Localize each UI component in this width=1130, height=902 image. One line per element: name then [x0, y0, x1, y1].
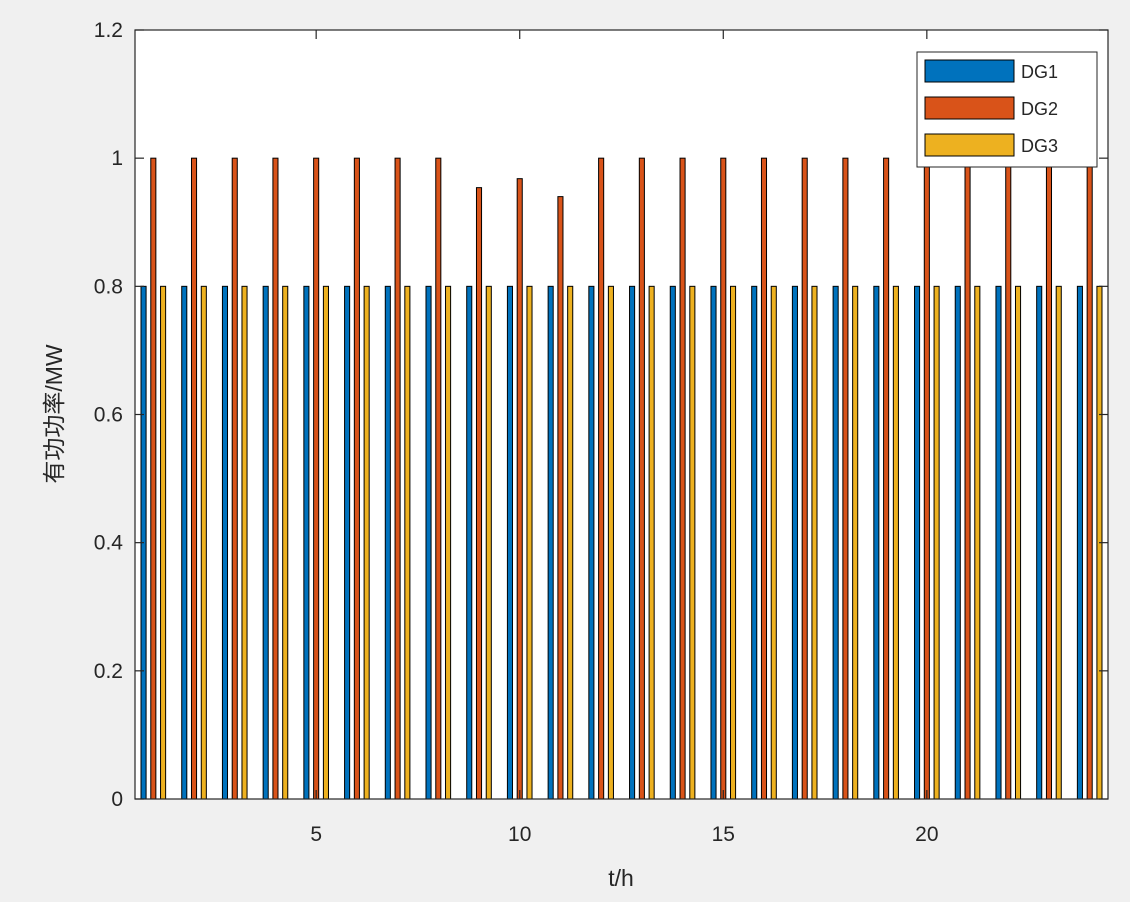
- bar-dg3-t14: [689, 285, 696, 800]
- x-tick-label: 5: [310, 823, 322, 846]
- x-tick-label: 20: [915, 823, 938, 846]
- x-tick-label: 10: [508, 823, 531, 846]
- y-tick-label: 1.2: [94, 19, 123, 42]
- bar-dg1-t21: [954, 285, 961, 800]
- bar-dg1-t5: [303, 285, 310, 800]
- bar-dg2-t8: [435, 157, 442, 800]
- bar-dg2-t15: [720, 157, 727, 800]
- bar-dg3-t7: [404, 285, 411, 800]
- bar-dg1-t19: [873, 285, 880, 800]
- bar-dg1-t16: [751, 285, 758, 800]
- bar-dg2-t7: [394, 157, 401, 800]
- y-tick-label: 1: [111, 147, 123, 170]
- y-tick-label: 0.8: [94, 275, 123, 298]
- legend-label-dg1: DG1: [1021, 62, 1058, 82]
- bar-dg3-t5: [322, 285, 329, 800]
- bar-dg3-t23: [1055, 285, 1062, 800]
- legend: DG1 DG2 DG3: [916, 51, 1098, 168]
- bar-dg1-t14: [669, 285, 676, 800]
- bar-dg1-t6: [344, 285, 351, 800]
- y-tick-label: 0.4: [94, 532, 124, 555]
- bar-dg3-t2: [200, 285, 207, 800]
- bar-dg2-t9: [475, 187, 483, 800]
- y-tick-label: 0.2: [94, 660, 123, 683]
- y-tick-label: 0.6: [94, 404, 123, 427]
- bar-dg1-t17: [791, 285, 798, 800]
- legend-swatch-dg3: [924, 133, 1015, 157]
- bar-dg1-t13: [629, 285, 636, 800]
- bar-dg1-t2: [181, 285, 188, 800]
- bar-dg1-t3: [221, 285, 229, 800]
- bar-dg2-t19: [883, 157, 890, 800]
- legend-label-dg3: DG3: [1021, 136, 1058, 156]
- bar-dg2-t5: [313, 157, 320, 800]
- bar-dg2-t21: [964, 157, 971, 800]
- bar-dg2-t22: [1005, 157, 1012, 800]
- x-tick-label: 15: [712, 823, 735, 846]
- bar-dg3-t12: [607, 285, 614, 800]
- y-axis-label: 有功功率/MW: [41, 344, 67, 484]
- bar-dg2-t18: [842, 157, 849, 800]
- bar-dg2-t11: [557, 196, 564, 800]
- axes-layer: 0 0.2 0.4 0.6 0.8 1 1.2 5 10 15 20: [94, 19, 1109, 846]
- bar-dg3-t20: [933, 285, 940, 800]
- x-axis-label: t/h: [608, 865, 634, 891]
- bar-dg2-t10: [516, 178, 523, 800]
- bar-dg2-t20: [923, 157, 930, 800]
- bar-dg1-t18: [832, 285, 839, 800]
- bar-dg1-t24: [1076, 285, 1083, 800]
- bar-dg3-t16: [770, 285, 777, 800]
- bar-dg2-t4: [272, 157, 279, 800]
- bar-dg2-t24: [1086, 157, 1093, 800]
- bar-dg3-t18: [852, 285, 859, 800]
- bar-dg2-t14: [679, 157, 686, 800]
- bar-dg3-t1: [160, 285, 167, 800]
- bar-dg3-t15: [730, 285, 737, 800]
- bar-dg3-t21: [974, 285, 981, 800]
- bar-dg2-t17: [801, 157, 808, 800]
- bar-dg2-t12: [598, 157, 605, 800]
- bar-dg3-t9: [485, 285, 492, 800]
- bar-dg1-t22: [995, 285, 1002, 800]
- bar-dg1-t10: [506, 285, 513, 800]
- bar-dg2-t3: [231, 157, 238, 800]
- bar-dg1-t7: [384, 285, 391, 800]
- bar-dg3-t6: [363, 285, 370, 800]
- legend-swatch-dg1: [924, 59, 1015, 83]
- bar-dg2-t16: [760, 157, 768, 800]
- bar-dg3-t11: [567, 285, 574, 800]
- bar-dg3-t19: [892, 285, 899, 800]
- bar-dg1-t4: [262, 285, 269, 800]
- bar-dg2-t13: [638, 157, 645, 800]
- bar-dg3-t8: [445, 285, 452, 800]
- bar-dg1-t12: [588, 285, 595, 800]
- bar-dg3-t3: [241, 285, 248, 800]
- bar-dg3-t17: [811, 285, 818, 800]
- bar-dg2-t2: [190, 157, 198, 800]
- bar-dg1-t8: [425, 285, 432, 800]
- bar-dg1-t23: [1036, 285, 1043, 800]
- bar-dg1-t20: [914, 285, 921, 800]
- bar-dg3-t4: [282, 285, 289, 800]
- bar-dg3-t13: [648, 285, 655, 800]
- bar-dg3-t22: [1014, 285, 1022, 800]
- bar-dg1-t11: [547, 285, 554, 800]
- legend-label-dg2: DG2: [1021, 99, 1058, 119]
- bar-dg1-t9: [466, 285, 473, 800]
- bar-dg3-t10: [526, 285, 533, 800]
- y-tick-label: 0: [111, 788, 123, 811]
- legend-swatch-dg2: [924, 96, 1015, 120]
- bar-dg2-t6: [353, 157, 360, 800]
- bar-dg2-t1: [150, 157, 157, 800]
- bar-dg1-t15: [710, 285, 717, 800]
- bar-dg2-t23: [1045, 157, 1053, 800]
